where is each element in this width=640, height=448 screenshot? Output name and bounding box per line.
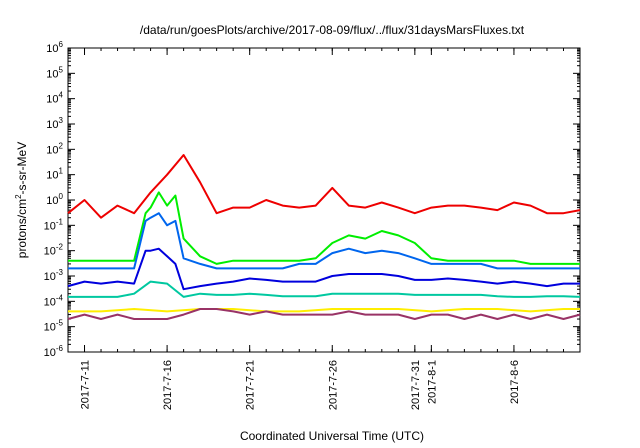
y-tick-base: 10	[44, 271, 56, 283]
y-tick-label: 10-1	[44, 217, 64, 232]
x-tick-label: 2017-7-26	[327, 360, 339, 410]
y-axis: 10-610-510-410-310-210-11001011021031041…	[44, 40, 580, 359]
y-tick-base: 10	[46, 43, 58, 55]
y-tick-label: 10-4	[44, 293, 64, 308]
y-tick-exponent: -2	[56, 243, 64, 252]
y-tick-base: 10	[46, 195, 58, 207]
y-tick-base: 10	[44, 322, 56, 334]
y-tick-exponent: 3	[59, 116, 64, 125]
y-tick-label: 100	[46, 192, 63, 207]
y-tick-base: 10	[46, 170, 58, 182]
chart-title: /data/run/goesPlots/archive/2017-08-09/f…	[140, 23, 525, 37]
y-tick-base: 10	[46, 144, 58, 156]
y-tick-exponent: 2	[59, 141, 64, 150]
y-tick-base: 10	[46, 94, 58, 106]
series-line-7	[67, 308, 581, 320]
y-tick-label: 102	[46, 141, 63, 156]
y-tick-label: 103	[46, 116, 63, 131]
y-axis-label-exponent: 2	[14, 194, 23, 199]
y-axis-label: protons/cm2-s-sr-MeV	[14, 142, 29, 258]
y-tick-exponent: 6	[59, 40, 64, 49]
series-layer	[67, 154, 581, 320]
series-line-3	[68, 212, 580, 270]
y-tick-base: 10	[46, 68, 58, 80]
y-tick-base: 10	[44, 246, 56, 258]
y-tick-label: 10-5	[44, 319, 64, 334]
series-line-6	[68, 308, 580, 313]
y-axis-label-main: protons/cm	[15, 199, 29, 258]
x-tick-label: 2017-7-11	[80, 360, 92, 409]
y-tick-label: 10-3	[44, 268, 64, 283]
series-line-1	[67, 154, 581, 219]
y-tick-label: 101	[46, 167, 63, 182]
y-tick-exponent: 4	[59, 91, 64, 100]
x-tick-label: 2017-7-21	[245, 360, 257, 410]
x-tick-label: 2017-7-31	[410, 360, 422, 410]
y-tick-base: 10	[44, 347, 56, 359]
x-axis-label: Coordinated Universal Time (UTC)	[240, 429, 424, 443]
y-tick-label: 104	[46, 91, 63, 106]
series-line-2	[68, 191, 580, 265]
x-tick-label: 2017-7-16	[162, 360, 174, 410]
y-tick-base: 10	[46, 119, 58, 131]
y-tick-label: 106	[46, 40, 63, 55]
y-tick-exponent: -4	[56, 293, 64, 302]
y-tick-exponent: -6	[56, 344, 64, 353]
x-axis: 2017-7-11 2017-7-16 2017-7-21 2017-7-26 2017…	[67, 48, 581, 410]
y-tick-exponent: -1	[56, 217, 64, 226]
y-tick-exponent: -5	[56, 319, 64, 328]
y-tick-exponent: -3	[56, 268, 64, 277]
y-tick-exponent: 0	[59, 192, 64, 201]
series-line-5	[68, 280, 581, 298]
y-tick-exponent: 5	[59, 65, 64, 74]
y-tick-label: 10-6	[44, 344, 64, 359]
y-tick-label: 105	[46, 65, 63, 80]
y-tick-base: 10	[44, 220, 56, 232]
x-tick-label: 2017-8-1	[426, 360, 438, 404]
series-line-4	[67, 247, 580, 291]
x-tick-label: 2017-8-6	[509, 360, 521, 404]
y-tick-exponent: 1	[59, 167, 64, 176]
y-tick-base: 10	[44, 296, 56, 308]
y-axis-label-unit: -s-sr-MeV	[15, 142, 29, 195]
y-tick-label: 10-2	[44, 243, 64, 258]
